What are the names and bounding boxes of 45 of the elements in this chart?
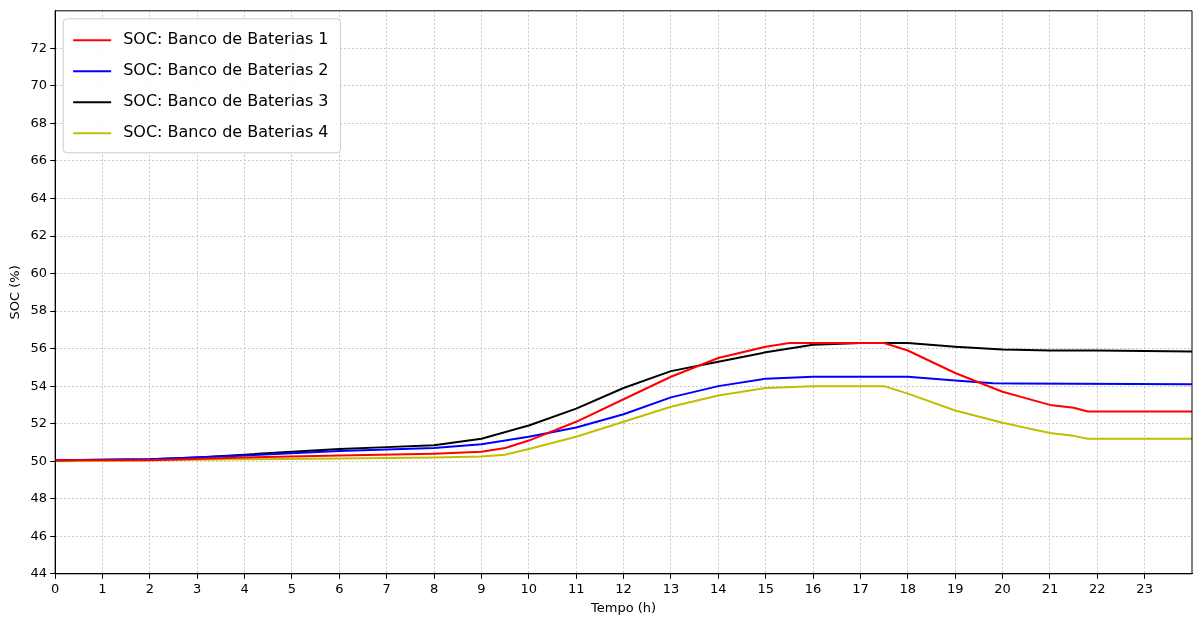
y-tick-label: 68: [30, 114, 48, 130]
legend-label: SOC: Banco de Baterias 1: [123, 29, 329, 49]
x-tick-label: 7: [382, 580, 391, 596]
y-tick-label: 48: [30, 490, 48, 506]
y-tick-label: 46: [30, 527, 48, 543]
y-tick-label: 64: [30, 189, 48, 205]
x-tick-label: 15: [757, 580, 774, 596]
x-tick-label: 10: [520, 580, 538, 596]
x-tick-label: 9: [477, 580, 486, 596]
x-tick-label: 17: [852, 580, 869, 596]
y-tick-label: 72: [30, 39, 48, 55]
y-tick-label: 50: [30, 452, 48, 468]
y-tick-label: 60: [30, 264, 48, 280]
x-tick-label: 2: [145, 580, 155, 596]
legend-label: SOC: Banco de Baterias 2: [123, 60, 329, 80]
x-tick-label: 3: [193, 580, 202, 596]
x-tick-label: 0: [51, 580, 60, 596]
x-tick-label: 1: [98, 580, 107, 596]
y-tick-label: 66: [30, 152, 48, 168]
x-tick-label: 19: [946, 580, 964, 596]
legend-label: SOC: Banco de Baterias 3: [123, 91, 329, 111]
x-tick-label: 12: [615, 580, 632, 596]
x-tick-label: 22: [1088, 580, 1106, 596]
x-tick-label: 8: [429, 580, 439, 596]
y-axis-title: SOC (%): [7, 265, 23, 320]
x-tick-label: 16: [804, 580, 822, 596]
y-tick-label: 58: [30, 302, 48, 318]
x-tick-label: 5: [287, 580, 297, 596]
x-tick-label: 4: [240, 580, 249, 596]
y-tick-label: 54: [30, 377, 48, 393]
y-tick-label: 56: [30, 339, 48, 355]
x-tick-label: 23: [1136, 580, 1153, 596]
x-tick-label: 21: [1041, 580, 1059, 596]
y-tick-label: 70: [30, 77, 48, 93]
x-tick-label: 20: [994, 580, 1011, 596]
x-tick-label: 11: [567, 580, 585, 596]
y-tick-label: 52: [30, 415, 48, 431]
x-tick-label: 13: [662, 580, 680, 596]
x-tick-label: 6: [335, 580, 344, 596]
legend-label: SOC: Banco de Baterias 4: [123, 122, 329, 142]
x-axis-title: Tempo (h): [590, 599, 657, 615]
y-tick-label: 44: [30, 565, 48, 581]
x-tick-label: 18: [899, 580, 917, 596]
y-tick-label: 62: [30, 227, 48, 243]
x-tick-label: 14: [710, 580, 727, 596]
